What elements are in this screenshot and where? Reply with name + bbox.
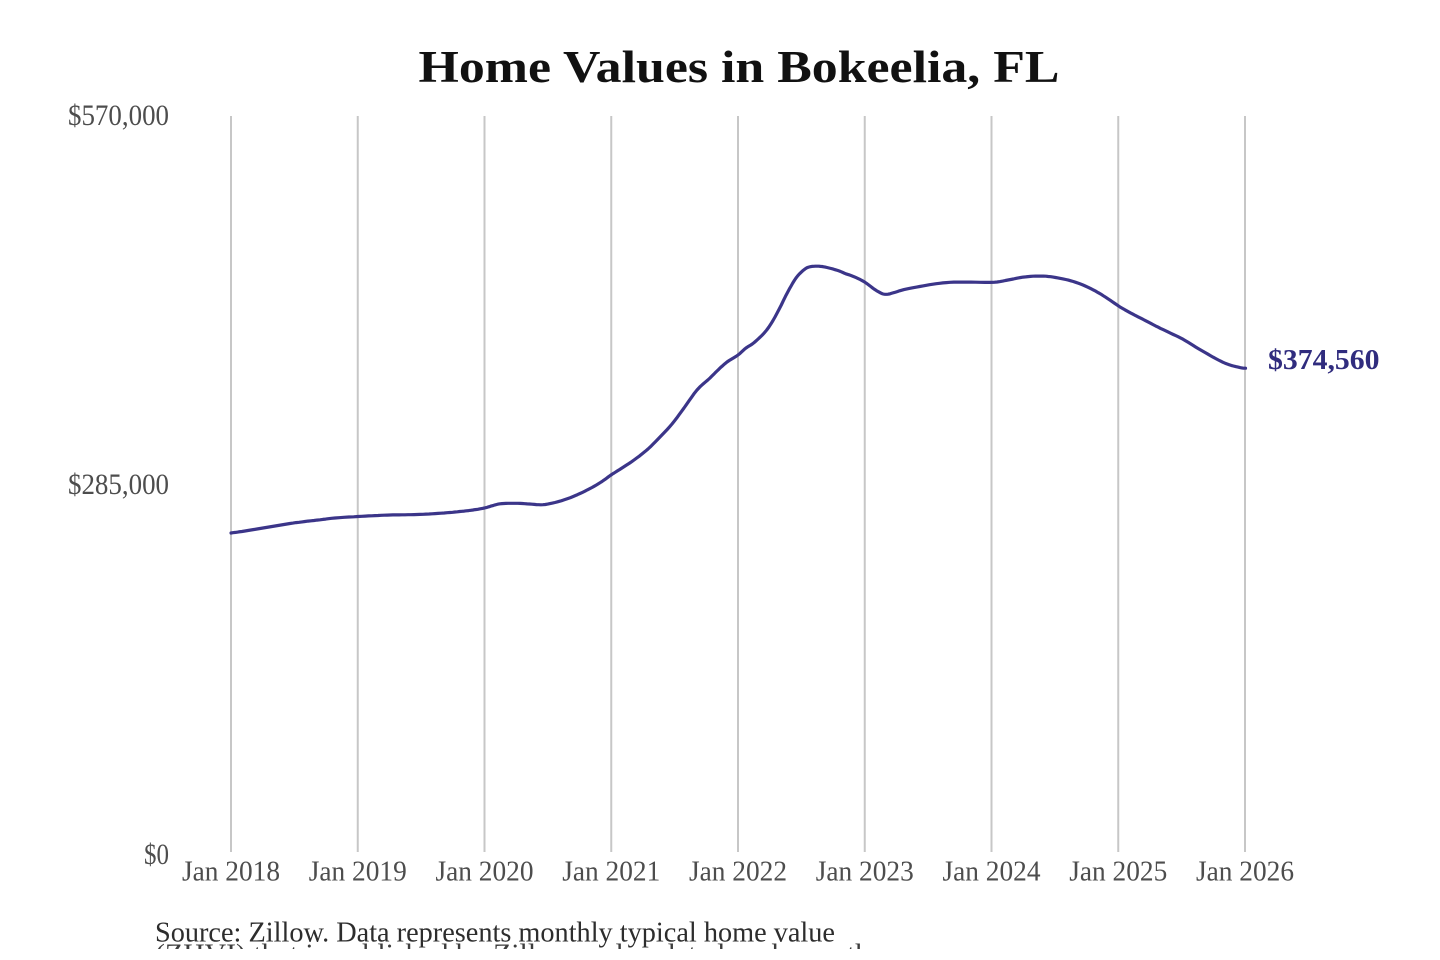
svg-text:Jan 2025: Jan 2025 — [1069, 857, 1167, 888]
svg-text:Jan 2018: Jan 2018 — [182, 857, 280, 888]
svg-text:Jan 2023: Jan 2023 — [816, 857, 914, 888]
svg-text:Home Values in Bokeelia, FL: Home Values in Bokeelia, FL — [419, 42, 1060, 92]
svg-text:Jan 2022: Jan 2022 — [689, 857, 787, 888]
svg-text:Source: Zillow. Data represent: Source: Zillow. Data represents monthly … — [155, 917, 835, 949]
svg-text:Jan 2020: Jan 2020 — [436, 857, 534, 888]
svg-text:Jan 2026: Jan 2026 — [1196, 857, 1294, 888]
svg-text:Jan 2019: Jan 2019 — [309, 857, 407, 888]
svg-text:Jan 2024: Jan 2024 — [943, 857, 1041, 888]
svg-text:$285,000: $285,000 — [68, 468, 169, 501]
svg-text:Jan 2021: Jan 2021 — [562, 857, 660, 888]
svg-text:$374,560: $374,560 — [1268, 344, 1380, 376]
svg-text:$0: $0 — [144, 838, 169, 871]
svg-text:$570,000: $570,000 — [68, 99, 169, 132]
